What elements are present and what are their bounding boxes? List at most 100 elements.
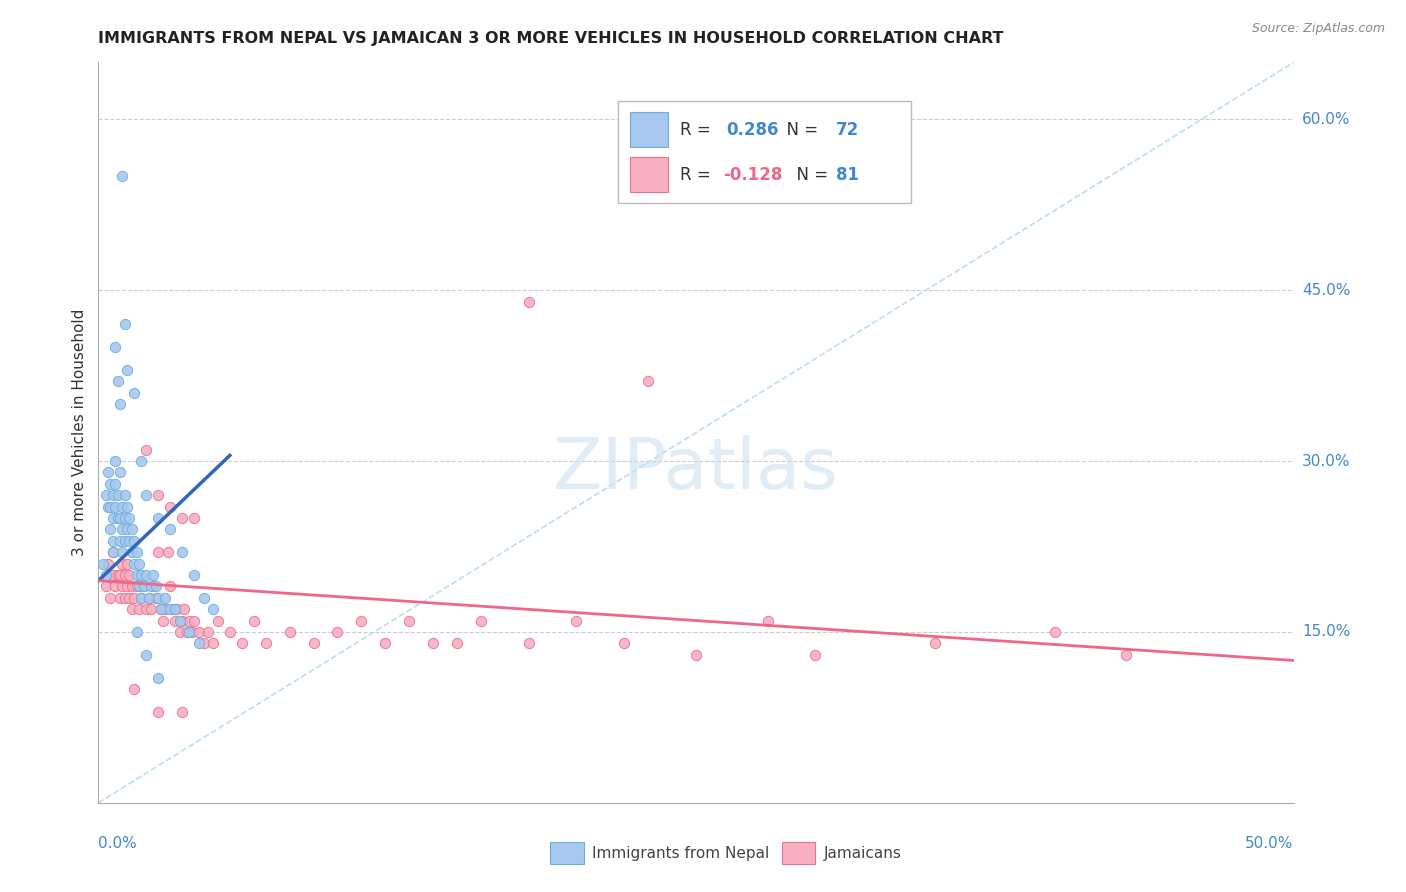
Point xyxy=(685,648,707,662)
Point xyxy=(398,614,420,628)
Point xyxy=(187,636,209,650)
Point xyxy=(101,511,124,525)
Point xyxy=(132,579,155,593)
Point xyxy=(104,340,127,354)
Point xyxy=(118,511,141,525)
Point xyxy=(118,568,141,582)
Point xyxy=(125,568,148,582)
Point xyxy=(219,624,242,639)
Point xyxy=(91,557,114,571)
Point xyxy=(302,636,325,650)
Text: R =: R = xyxy=(681,120,717,138)
Point xyxy=(97,500,120,514)
Point xyxy=(107,568,129,582)
Point xyxy=(326,624,349,639)
Point xyxy=(135,442,157,457)
Point xyxy=(132,579,155,593)
Point xyxy=(98,500,122,514)
Text: ZIPatlas: ZIPatlas xyxy=(553,435,839,504)
Point xyxy=(152,614,174,628)
Point xyxy=(128,579,150,593)
Point xyxy=(111,545,134,559)
Point xyxy=(101,568,124,582)
Point xyxy=(98,523,122,537)
Text: 0.286: 0.286 xyxy=(725,120,779,138)
Point xyxy=(202,602,225,616)
Point xyxy=(114,533,136,548)
FancyBboxPatch shape xyxy=(782,842,815,864)
Point xyxy=(94,488,117,502)
Point xyxy=(108,533,131,548)
Point xyxy=(149,602,172,616)
Text: 45.0%: 45.0% xyxy=(1302,283,1350,298)
Point xyxy=(124,681,146,696)
Point xyxy=(254,636,277,650)
Point xyxy=(172,511,194,525)
Point xyxy=(104,579,127,593)
Point xyxy=(111,169,134,184)
Point xyxy=(135,648,157,662)
Point xyxy=(179,624,201,639)
FancyBboxPatch shape xyxy=(619,101,911,203)
Point xyxy=(756,614,779,628)
Point xyxy=(163,614,186,628)
Point xyxy=(148,488,170,502)
Point xyxy=(139,579,162,593)
Point xyxy=(115,579,138,593)
Point xyxy=(108,591,131,605)
Point xyxy=(172,705,194,719)
Point xyxy=(104,454,127,468)
FancyBboxPatch shape xyxy=(630,157,668,193)
Point xyxy=(159,602,181,616)
Point xyxy=(125,579,148,593)
Point xyxy=(98,476,122,491)
Point xyxy=(101,545,124,559)
Point xyxy=(121,523,143,537)
Point xyxy=(565,614,588,628)
Point xyxy=(124,385,146,400)
Point xyxy=(159,523,181,537)
Point xyxy=(193,591,215,605)
Point xyxy=(148,511,170,525)
Point xyxy=(142,568,165,582)
Point xyxy=(193,636,215,650)
Point xyxy=(124,557,146,571)
Point xyxy=(108,466,131,480)
Point xyxy=(128,557,150,571)
Point xyxy=(145,591,167,605)
Point xyxy=(135,602,157,616)
Point xyxy=(159,579,181,593)
Point xyxy=(114,568,136,582)
Point xyxy=(97,466,120,480)
Point xyxy=(183,511,205,525)
Text: 15.0%: 15.0% xyxy=(1302,624,1350,640)
Point xyxy=(180,624,202,639)
Point xyxy=(104,500,127,514)
Point xyxy=(98,591,122,605)
Point xyxy=(613,636,636,650)
Point xyxy=(108,568,131,582)
Point xyxy=(166,602,188,616)
Text: R =: R = xyxy=(681,166,717,184)
Point xyxy=(183,568,205,582)
Point xyxy=(470,614,492,628)
Point xyxy=(169,624,191,639)
Point xyxy=(374,636,396,650)
Point xyxy=(139,602,162,616)
Point xyxy=(108,511,131,525)
Point xyxy=(1115,648,1137,662)
Text: N =: N = xyxy=(776,120,824,138)
Point xyxy=(162,602,184,616)
Point xyxy=(149,602,172,616)
Point xyxy=(118,533,141,548)
Point xyxy=(131,454,153,468)
Point xyxy=(350,614,373,628)
Point xyxy=(142,579,165,593)
Point xyxy=(637,375,659,389)
Point xyxy=(187,624,209,639)
Point xyxy=(107,488,129,502)
Point xyxy=(114,488,136,502)
Point xyxy=(517,636,540,650)
Point xyxy=(111,500,134,514)
Text: Source: ZipAtlas.com: Source: ZipAtlas.com xyxy=(1251,22,1385,36)
